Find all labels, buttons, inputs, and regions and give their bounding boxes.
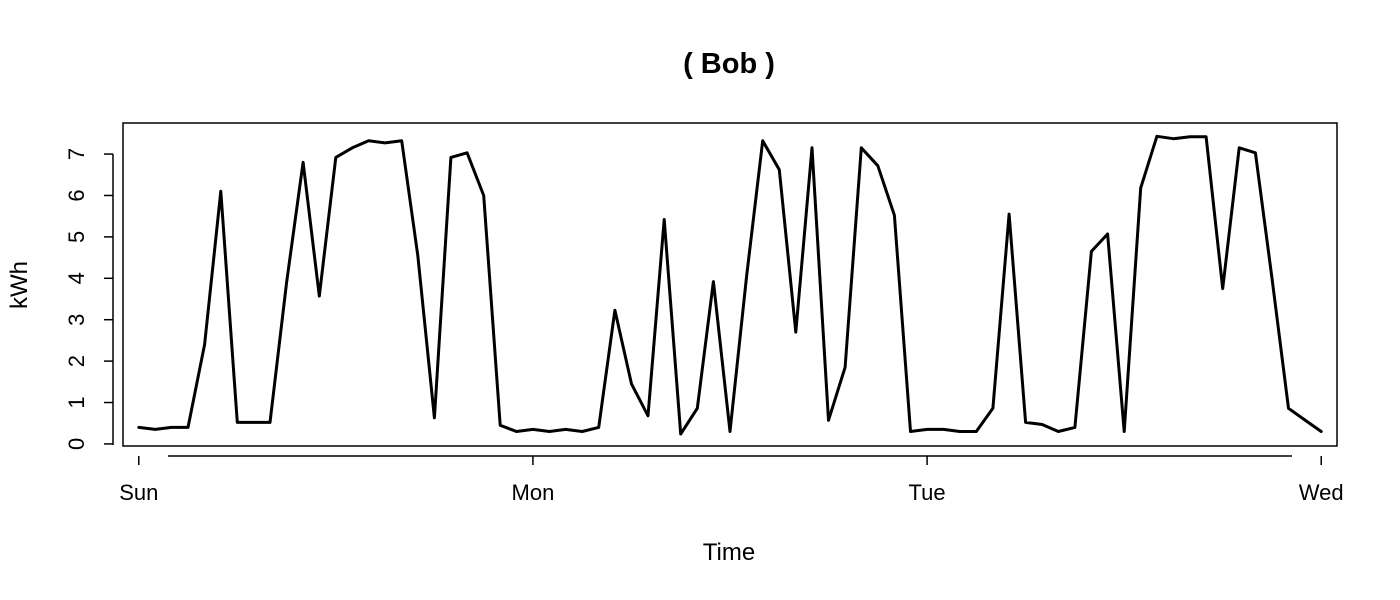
- x-tick-label: Tue: [909, 480, 946, 505]
- series-line: [137, 134, 1323, 436]
- y-tick-label: 5: [64, 231, 89, 243]
- x-axis: Sun Mon Tue Wed: [119, 455, 1344, 505]
- y-axis: 0 1 2 3 4 5 6 7: [64, 148, 114, 450]
- x-tick-label: Sun: [119, 480, 158, 505]
- y-axis-label: kWh: [6, 261, 33, 309]
- chart-title: ( Bob ): [683, 48, 775, 80]
- x-tick-label: Mon: [512, 480, 555, 505]
- plot-area-box: [122, 122, 1338, 447]
- y-tick-label: 4: [64, 272, 89, 284]
- y-tick-label: 3: [64, 314, 89, 326]
- y-tick-label: 6: [64, 189, 89, 201]
- y-ticks: 0 1 2 3 4 5 6 7: [64, 148, 113, 450]
- y-tick-label: 2: [64, 355, 89, 367]
- y-tick-label: 7: [64, 148, 89, 160]
- y-tick-label: 1: [64, 396, 89, 408]
- series-layer: [137, 134, 1323, 436]
- y-tick-label: 0: [64, 438, 89, 450]
- x-tick-label: Wed: [1299, 480, 1344, 505]
- x-ticks: Sun Mon Tue Wed: [119, 456, 1344, 505]
- x-axis-label: Time: [703, 539, 755, 566]
